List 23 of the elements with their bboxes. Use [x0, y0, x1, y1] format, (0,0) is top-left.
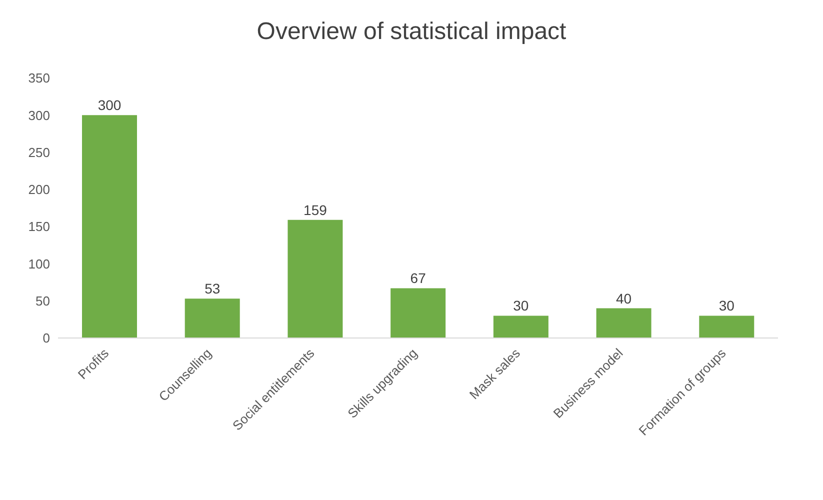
chart-title: Overview of statistical impact [256, 17, 568, 47]
data-label: 159 [304, 202, 328, 218]
data-label: 53 [204, 280, 220, 297]
bar [390, 288, 446, 338]
bar [184, 298, 240, 338]
data-label: 300 [98, 97, 122, 114]
data-label: 67 [410, 270, 426, 286]
y-tick-label: 150 [28, 219, 50, 234]
bar [699, 316, 754, 338]
y-tick-label: 200 [28, 182, 50, 198]
data-label: 30 [718, 298, 735, 314]
y-tick-label: 300 [28, 108, 50, 123]
data-label: 30 [513, 298, 529, 314]
bar [493, 316, 548, 338]
y-tick-label: 0 [42, 330, 50, 346]
y-tick-label: 100 [28, 256, 50, 272]
y-tick-label: 250 [28, 144, 50, 160]
data-label: 40 [616, 290, 632, 306]
y-tick-label: 50 [36, 293, 50, 308]
bar [288, 220, 343, 338]
bar [596, 308, 652, 338]
bar [82, 115, 137, 338]
y-tick-label: 350 [28, 70, 50, 86]
